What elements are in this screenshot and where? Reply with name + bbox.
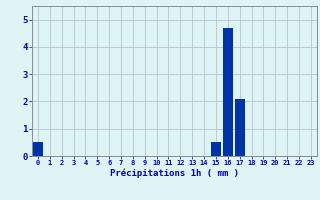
X-axis label: Précipitations 1h ( mm ): Précipitations 1h ( mm ) <box>110 169 239 178</box>
Bar <box>33 142 43 156</box>
Bar <box>223 28 233 156</box>
Bar <box>235 99 245 156</box>
Bar <box>211 142 221 156</box>
